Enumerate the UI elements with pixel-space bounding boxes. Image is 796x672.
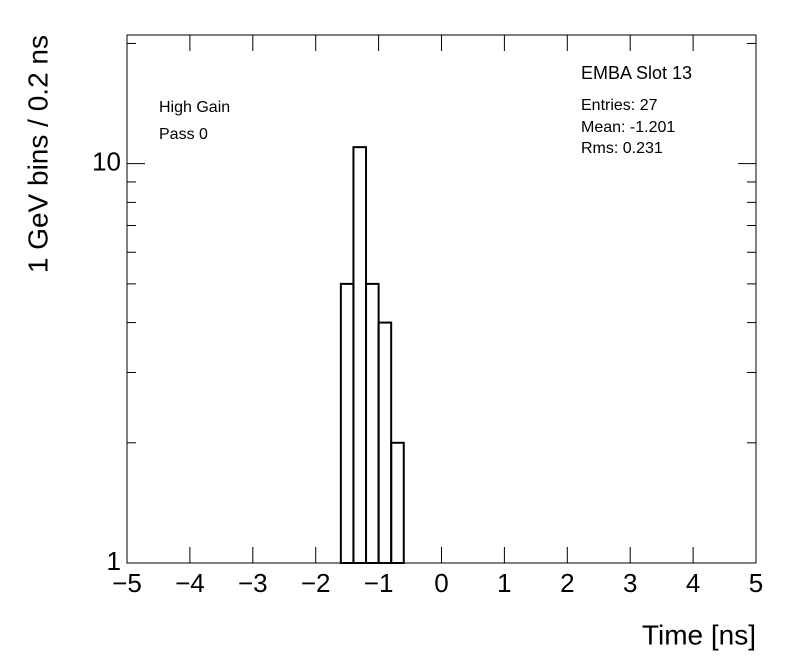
bar	[390, 441, 405, 564]
x-tick-label: −3	[238, 568, 268, 598]
y-tick-label: 1	[107, 546, 121, 576]
x-tick-label: −4	[175, 568, 205, 598]
x-axis-title: Time [ns]	[642, 619, 756, 650]
bar	[339, 282, 355, 564]
y-tick-label: 10	[92, 147, 121, 177]
x-tick-label: 0	[434, 568, 448, 598]
annotation: High Gain	[159, 99, 230, 116]
x-tick-label: 4	[686, 568, 700, 598]
y-axis-title: 1 GeV bins / 0.2 ns	[22, 35, 53, 273]
stats-entry: Entries: 27	[581, 97, 658, 114]
x-tick-label: 3	[623, 568, 637, 598]
annotation: Pass 0	[159, 126, 208, 143]
bar	[352, 146, 368, 565]
bar	[377, 321, 393, 565]
x-tick-label: 5	[749, 568, 763, 598]
stats-title: EMBA Slot 13	[581, 63, 692, 83]
bar	[365, 282, 380, 564]
stats-entry: Mean: -1.201	[581, 119, 675, 136]
x-tick-label: −1	[364, 568, 394, 598]
x-tick-label: −5	[112, 568, 142, 598]
stats-entry: Rms: 0.231	[581, 140, 663, 157]
x-tick-label: 2	[560, 568, 574, 598]
x-tick-label: 1	[497, 568, 511, 598]
x-tick-label: −2	[301, 568, 331, 598]
